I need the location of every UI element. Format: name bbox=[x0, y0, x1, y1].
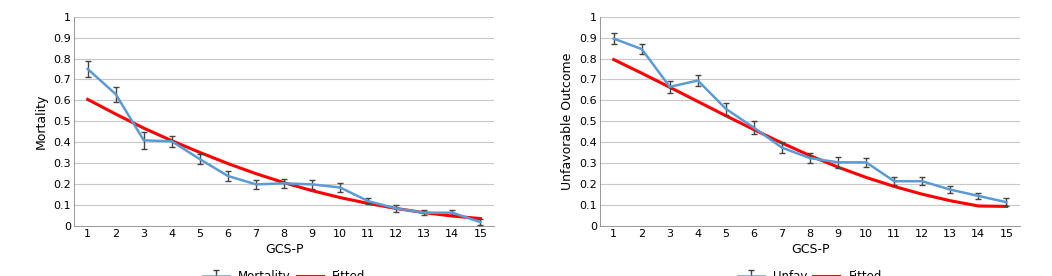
Fitted bbox=[333, 196, 346, 199]
Fitted bbox=[635, 71, 648, 75]
Legend: Mortality, Fitted: Mortality, Fitted bbox=[203, 270, 365, 276]
Fitted bbox=[474, 217, 487, 220]
Fitted bbox=[446, 214, 459, 218]
Fitted bbox=[165, 139, 178, 142]
Fitted bbox=[859, 176, 872, 179]
Y-axis label: Mortality: Mortality bbox=[35, 94, 47, 149]
Fitted bbox=[691, 100, 704, 103]
Legend: Unfav, Fitted: Unfav, Fitted bbox=[737, 270, 883, 276]
X-axis label: GCS-P: GCS-P bbox=[791, 243, 829, 256]
Fitted bbox=[804, 154, 816, 157]
Fitted bbox=[109, 112, 122, 116]
Fitted bbox=[306, 189, 319, 192]
Fitted bbox=[249, 172, 262, 175]
Line: Fitted: Fitted bbox=[87, 99, 481, 219]
Fitted bbox=[194, 151, 206, 154]
Fitted bbox=[775, 141, 788, 145]
Fitted bbox=[222, 162, 235, 165]
Y-axis label: Unfavorable Outcome: Unfavorable Outcome bbox=[561, 53, 573, 190]
Fitted bbox=[418, 211, 430, 214]
Fitted bbox=[390, 207, 403, 210]
Fitted bbox=[972, 204, 985, 208]
Fitted bbox=[607, 58, 620, 61]
Fitted bbox=[664, 86, 676, 89]
Fitted bbox=[138, 126, 150, 130]
Fitted bbox=[832, 166, 845, 169]
Fitted bbox=[362, 202, 375, 205]
Fitted bbox=[81, 98, 94, 101]
Fitted bbox=[944, 199, 956, 202]
Fitted bbox=[748, 128, 761, 131]
X-axis label: GCS-P: GCS-P bbox=[265, 243, 303, 256]
Fitted bbox=[278, 181, 290, 184]
Fitted bbox=[720, 114, 732, 117]
Fitted bbox=[1000, 205, 1013, 208]
Fitted bbox=[916, 193, 929, 196]
Fitted bbox=[888, 185, 901, 188]
Line: Fitted: Fitted bbox=[613, 60, 1007, 206]
